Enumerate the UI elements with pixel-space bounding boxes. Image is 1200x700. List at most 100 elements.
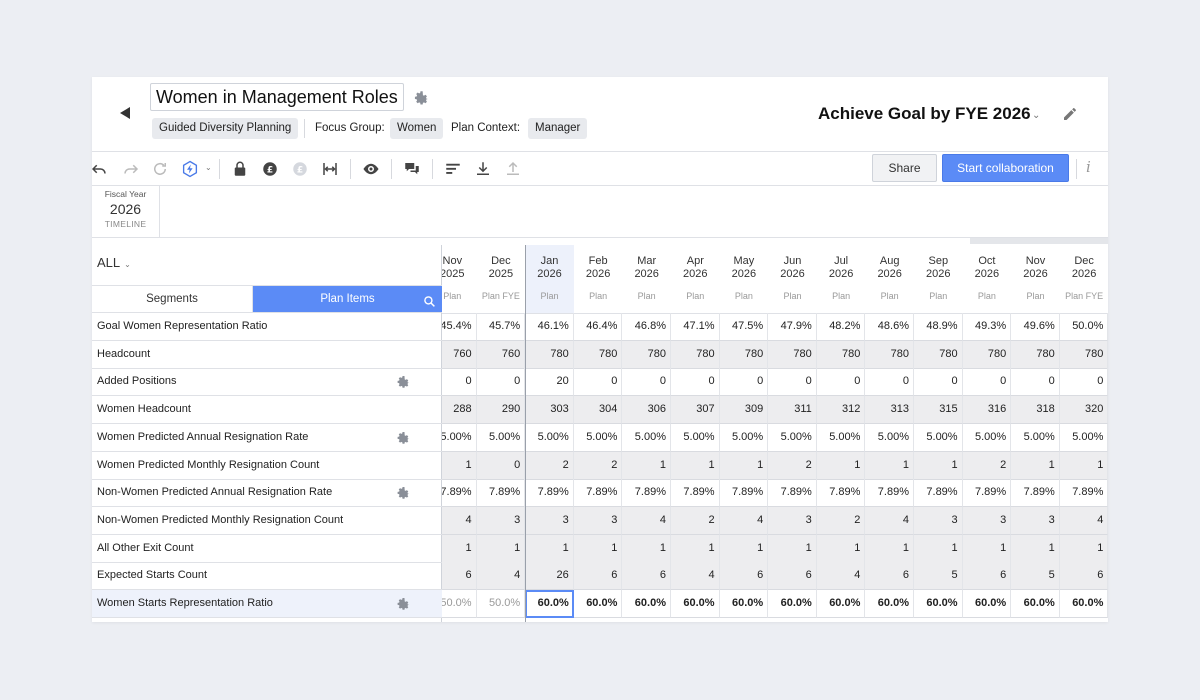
grid-cell[interactable]: 0 [476,368,526,397]
grid-cell[interactable]: 2 [671,506,720,535]
grid-cell[interactable]: 5.00% [525,423,574,452]
currency-disabled-icon[interactable]: £ [291,160,309,178]
grid-cell[interactable]: 5.00% [768,423,817,452]
grid-cell[interactable]: 5.00% [622,423,671,452]
gear-icon[interactable] [412,89,430,107]
grid-cell[interactable]: 6 [442,562,477,591]
grid-cell[interactable]: 1 [962,534,1012,563]
grid-cell[interactable]: 50.0% [442,590,477,618]
grid-cell[interactable]: 47.9% [768,313,817,341]
grid-cell[interactable]: 50.0% [476,590,526,618]
grid-cell[interactable]: 780 [768,340,817,369]
grid-cell[interactable]: 7.89% [573,479,623,508]
grid-cell[interactable]: 0 [1011,368,1060,397]
grid-cell[interactable]: 20 [525,368,574,397]
grid-cell[interactable]: 1 [1011,451,1060,480]
grid-cell[interactable]: 60.0% [573,590,623,618]
gear-icon[interactable] [395,430,411,446]
grid-cell[interactable]: 304 [573,396,623,425]
grid-cell[interactable]: 7.89% [865,479,914,508]
grid-cell[interactable]: 7.89% [622,479,671,508]
grid-cell[interactable]: 60.0% [865,590,914,618]
grid-cell[interactable]: 7.89% [671,479,720,508]
grid-cell[interactable]: 60.0% [1011,590,1060,618]
grid-cell[interactable]: 4 [671,562,720,591]
row-label[interactable]: Expected Starts Count [92,562,442,591]
grid-cell[interactable]: 780 [816,340,866,369]
redo-icon[interactable] [122,160,140,178]
upload-icon[interactable] [504,160,522,178]
grid-cell[interactable]: 3 [476,506,526,535]
grid-cell[interactable]: 5.00% [671,423,720,452]
grid-cell[interactable]: 1 [442,451,477,480]
grid-cell[interactable]: 45.7% [476,313,526,341]
search-icon[interactable] [423,292,436,307]
grid-cell[interactable]: 1 [476,534,526,563]
grid-cell[interactable]: 318 [1011,396,1060,425]
grid-cell[interactable]: 1 [719,451,769,480]
grid-cell[interactable]: 6 [573,562,623,591]
undo-icon[interactable] [92,160,108,178]
chevron-down-icon[interactable]: ⌄ [1032,110,1041,121]
column-width-icon[interactable] [321,160,339,178]
comments-icon[interactable] [403,160,421,178]
grid-cell[interactable]: 1 [442,534,477,563]
grid-cell[interactable]: 6 [865,562,914,591]
grid-cell[interactable]: 45.4% [442,313,477,341]
grid-cell[interactable]: 311 [768,396,817,425]
currency-icon[interactable]: £ [261,160,279,178]
grid-cell[interactable]: 1 [719,534,769,563]
grid-cell[interactable]: 47.1% [671,313,720,341]
grid-cell[interactable]: 2 [816,506,866,535]
grid-cell[interactable]: 290 [476,396,526,425]
grid-cell[interactable]: 2 [768,451,817,480]
grid-cell[interactable]: 780 [1059,340,1108,369]
grid-cell[interactable]: 0 [865,368,914,397]
grid-cell[interactable]: 1 [768,534,817,563]
grid-cell[interactable]: 60.0% [671,590,720,618]
grid-cell[interactable]: 60.0% [622,590,671,618]
grid-cell[interactable]: 0 [622,368,671,397]
grid-cell[interactable]: 60.0% [525,590,574,618]
grid-cell[interactable]: 780 [962,340,1012,369]
grid-cell[interactable]: 0 [719,368,769,397]
grid-cell[interactable]: 0 [768,368,817,397]
grid-cell[interactable]: 6 [768,562,817,591]
grid-cell[interactable]: 5 [914,562,963,591]
row-label[interactable]: Women Predicted Monthly Resignation Coun… [92,452,442,480]
grid-cell[interactable]: 780 [914,340,963,369]
info-icon[interactable]: i [1086,158,1091,176]
grid-cell[interactable]: 5.00% [442,423,477,452]
grid-cell[interactable]: 5.00% [1011,423,1060,452]
grid-cell[interactable]: 48.2% [816,313,866,341]
grid-cell[interactable]: 1 [671,451,720,480]
grid-cell[interactable]: 46.4% [573,313,623,341]
row-label[interactable]: Added Positions [92,368,442,397]
grid-cell[interactable]: 2 [962,451,1012,480]
grid-cell[interactable]: 5.00% [573,423,623,452]
grid-cell[interactable]: 7.89% [719,479,769,508]
grid-cell[interactable]: 1 [914,451,963,480]
grid-cell[interactable]: 2 [573,451,623,480]
grid-cell[interactable]: 6 [622,562,671,591]
grid-cell[interactable]: 780 [671,340,720,369]
grid-cell[interactable]: 50.0% [1059,313,1108,341]
grid-cell[interactable]: 49.6% [1011,313,1060,341]
grid-cell[interactable]: 1 [914,534,963,563]
start-collaboration-button[interactable]: Start collaboration [942,154,1069,182]
grid-cell[interactable]: 313 [865,396,914,425]
grid-cell[interactable]: 1 [1059,534,1108,563]
grid-cell[interactable]: 4 [442,506,477,535]
grid-cell[interactable]: 0 [671,368,720,397]
grid-cell[interactable]: 0 [573,368,623,397]
grid-cell[interactable]: 1 [865,451,914,480]
grid-cell[interactable]: 760 [476,340,526,369]
grid-cell[interactable]: 780 [525,340,574,369]
tab-segments[interactable]: Segments [92,286,253,312]
goal-selector[interactable]: Achieve Goal by FYE 2026 [818,104,1031,123]
grid-cell[interactable]: 6 [1059,562,1108,591]
grid-cell[interactable]: 46.1% [525,313,574,341]
row-label[interactable]: Women Headcount [92,396,442,425]
grid-cell[interactable]: 26 [525,562,574,591]
grid-cell[interactable]: 4 [816,562,866,591]
